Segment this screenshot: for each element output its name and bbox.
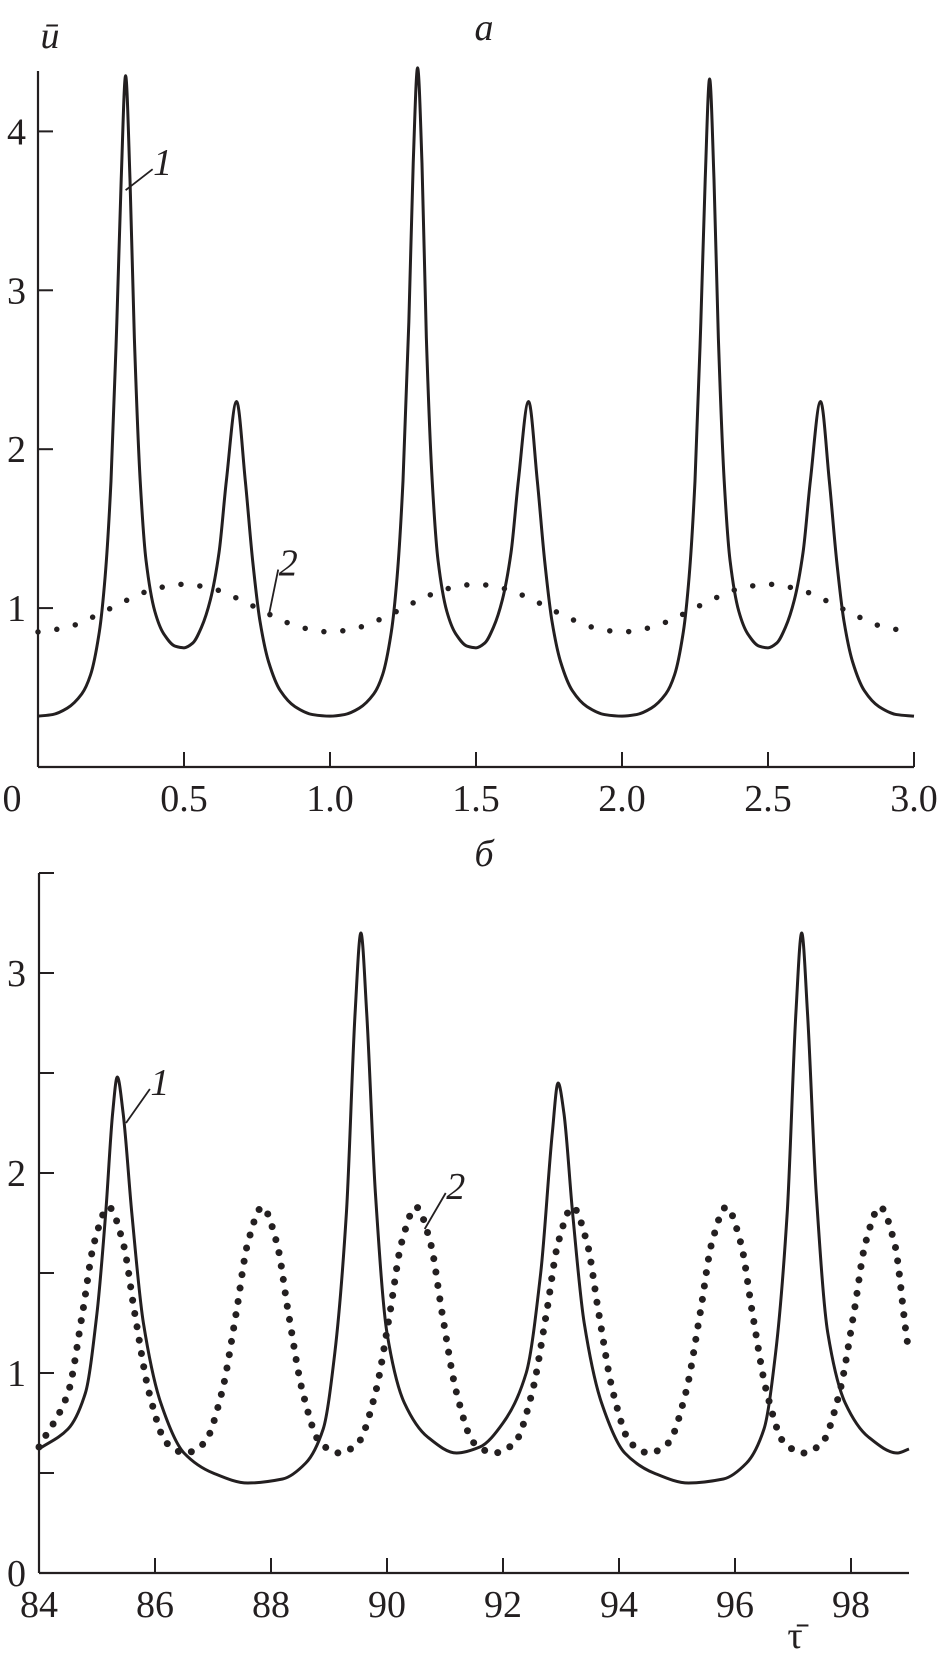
- series-label-2: 2: [279, 543, 298, 585]
- y-tick-label: 1: [7, 1353, 26, 1395]
- y-tick-label: 0: [7, 1553, 26, 1595]
- series-label-1: 1: [153, 142, 172, 184]
- series-label-1: 1: [150, 1062, 169, 1104]
- series-label-2: 2: [446, 1166, 465, 1208]
- x-tick-label: 98: [832, 1584, 870, 1626]
- y-tick-label: 2: [7, 1153, 26, 1195]
- annotation-leader: [125, 1088, 151, 1124]
- y-tick-label: 1: [7, 588, 26, 630]
- y-axis-label: ū: [41, 15, 60, 57]
- x-tick-label: 88: [252, 1584, 290, 1626]
- panel-a: 0 0.5 1.0 1.5 2.0 2.5 3.0 1 2 3 4 а ū 1 2: [3, 7, 938, 820]
- y-tick-label: 2: [7, 429, 26, 471]
- x-tick-label: 0: [3, 778, 22, 820]
- panel-b: 84 86 88 90 92 94 96 98 0 1 2 3 б τ̄ 1 2: [7, 833, 913, 1657]
- series-2-line: [35, 581, 917, 635]
- x-tick-label: 96: [716, 1584, 754, 1626]
- x-axis-label: τ̄: [787, 1615, 808, 1657]
- x-tick-label: 3.0: [890, 778, 938, 820]
- x-tick-label: 84: [20, 1584, 58, 1626]
- annotation-leader: [423, 1192, 447, 1230]
- x-tick-label: 2.5: [744, 778, 792, 820]
- panel-title: б: [474, 833, 495, 875]
- y-tick-label: 4: [7, 111, 26, 153]
- series-1-line: [37, 66, 915, 718]
- x-tick-label: 1.5: [452, 778, 500, 820]
- panel-title: а: [475, 7, 494, 49]
- x-tick-label: 1.0: [306, 778, 354, 820]
- x-tick-label: 90: [368, 1584, 406, 1626]
- x-tick-label: 94: [600, 1584, 638, 1626]
- x-tick-label: 92: [484, 1584, 522, 1626]
- x-tick-label: 2.0: [598, 778, 646, 820]
- y-tick-label: 3: [7, 270, 26, 312]
- annotation-leader: [125, 168, 154, 191]
- x-tick-label: 0.5: [160, 778, 208, 820]
- x-tick-label: 86: [136, 1584, 174, 1626]
- series-1-line: [38, 931, 910, 1485]
- series-2-line: [35, 1203, 913, 1457]
- y-tick-label: 3: [7, 953, 26, 995]
- annotation-leader: [267, 569, 280, 617]
